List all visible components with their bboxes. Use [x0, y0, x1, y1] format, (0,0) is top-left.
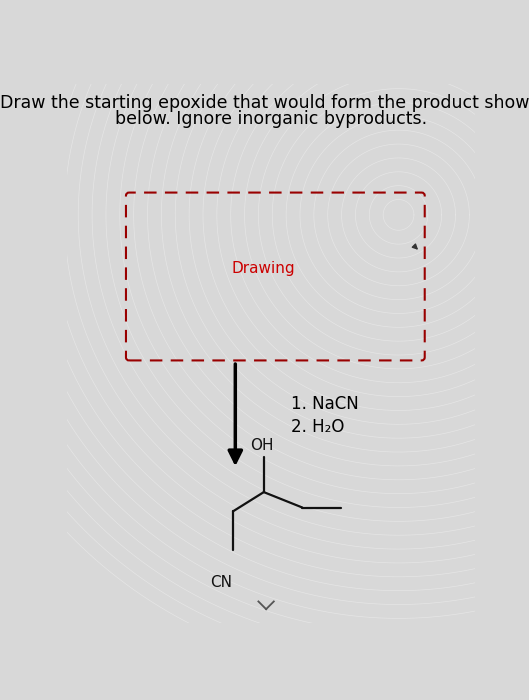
Text: 1. NaCN: 1. NaCN — [291, 395, 359, 412]
Text: 2. H₂O: 2. H₂O — [291, 418, 344, 435]
Text: Draw the starting epoxide that would form the product shown: Draw the starting epoxide that would for… — [1, 94, 529, 112]
Text: Drawing: Drawing — [232, 261, 296, 277]
Text: OH: OH — [251, 438, 274, 453]
Text: CN: CN — [211, 575, 232, 591]
Text: below. Ignore inorganic byproducts.: below. Ignore inorganic byproducts. — [115, 110, 427, 127]
